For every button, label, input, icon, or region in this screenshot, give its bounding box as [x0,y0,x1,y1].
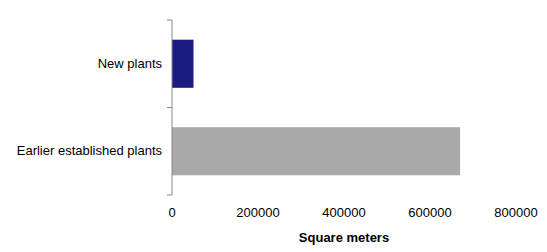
category-boundary-tick [167,195,172,196]
x-axis-title: Square meters [299,230,389,245]
category-boundary-tick [167,20,172,21]
bar [172,127,460,175]
bars [172,40,460,176]
category-label: New plants [98,56,163,71]
bar [172,40,194,88]
category-boundary-tick [167,107,172,108]
x-tick-label: 600000 [408,205,451,220]
x-tick-label: 0 [168,205,175,220]
x-tick-label: 400000 [322,205,365,220]
chart-svg: New plants Earlier established plants 0 200… [0,0,547,252]
x-tick-label: 800000 [494,205,537,220]
x-tick-label: 200000 [236,205,279,220]
category-label: Earlier established plants [17,143,163,158]
chart-container: New plants Earlier established plants 0 200… [0,0,547,252]
